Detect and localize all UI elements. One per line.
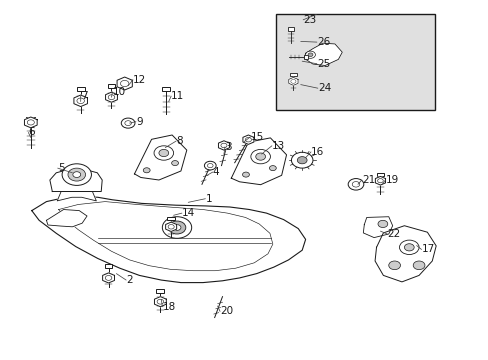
Polygon shape: [74, 95, 87, 107]
Polygon shape: [363, 217, 392, 238]
Text: 10: 10: [112, 87, 125, 97]
Polygon shape: [134, 135, 186, 180]
Circle shape: [68, 168, 85, 181]
Bar: [167, 217, 175, 220]
Text: 19: 19: [385, 175, 398, 185]
Circle shape: [62, 164, 91, 185]
Circle shape: [77, 98, 84, 104]
Bar: [77, 87, 84, 91]
Circle shape: [204, 161, 216, 170]
Bar: [107, 84, 115, 88]
Text: 26: 26: [316, 37, 329, 47]
Polygon shape: [32, 196, 305, 283]
Text: 16: 16: [310, 147, 324, 157]
Text: 8: 8: [176, 136, 183, 146]
Bar: [290, 73, 296, 76]
Text: 12: 12: [133, 75, 146, 85]
Circle shape: [73, 172, 81, 177]
Bar: [156, 289, 164, 293]
Circle shape: [124, 121, 131, 126]
Circle shape: [245, 138, 251, 142]
Circle shape: [297, 157, 306, 164]
Text: 15: 15: [250, 132, 263, 142]
Text: 23: 23: [303, 15, 316, 25]
Circle shape: [168, 221, 185, 234]
Circle shape: [290, 80, 295, 83]
Circle shape: [162, 217, 191, 238]
Circle shape: [250, 149, 270, 164]
Circle shape: [399, 240, 418, 255]
Circle shape: [168, 225, 174, 229]
Circle shape: [173, 225, 181, 230]
Bar: [376, 173, 383, 176]
Circle shape: [351, 181, 359, 187]
Bar: [104, 264, 112, 268]
Polygon shape: [46, 210, 87, 227]
Circle shape: [305, 51, 315, 58]
Text: 14: 14: [182, 208, 195, 218]
Polygon shape: [102, 273, 114, 283]
Circle shape: [154, 146, 173, 160]
Polygon shape: [375, 176, 385, 185]
Text: 13: 13: [271, 141, 285, 151]
Text: 2: 2: [126, 275, 133, 285]
Polygon shape: [117, 77, 132, 90]
Text: 5: 5: [58, 163, 64, 173]
Circle shape: [105, 275, 112, 280]
Text: 4: 4: [212, 167, 219, 177]
Circle shape: [404, 244, 413, 251]
Circle shape: [307, 53, 312, 57]
Text: 18: 18: [162, 302, 175, 312]
Bar: [287, 27, 294, 31]
Circle shape: [27, 120, 34, 125]
Circle shape: [108, 95, 115, 100]
Text: 9: 9: [136, 117, 142, 127]
Polygon shape: [374, 226, 435, 282]
Polygon shape: [24, 117, 37, 128]
Circle shape: [255, 153, 265, 160]
Polygon shape: [231, 138, 286, 185]
Polygon shape: [288, 77, 298, 85]
Circle shape: [377, 179, 383, 183]
Circle shape: [121, 118, 135, 128]
Text: 3: 3: [224, 142, 231, 152]
Circle shape: [269, 166, 276, 171]
Text: 11: 11: [171, 91, 184, 101]
Polygon shape: [57, 192, 96, 201]
Text: 21: 21: [361, 175, 374, 185]
Polygon shape: [154, 297, 166, 307]
Polygon shape: [218, 141, 229, 150]
Circle shape: [159, 149, 168, 157]
Polygon shape: [105, 92, 117, 102]
Text: 7: 7: [81, 91, 87, 101]
Text: 6: 6: [28, 127, 35, 138]
Circle shape: [412, 261, 424, 270]
Text: 24: 24: [317, 83, 330, 93]
Bar: [26, 117, 35, 121]
Circle shape: [207, 163, 213, 168]
Text: 22: 22: [386, 229, 400, 239]
Circle shape: [388, 261, 400, 270]
Circle shape: [291, 152, 312, 168]
Polygon shape: [50, 169, 102, 192]
Circle shape: [377, 220, 387, 228]
Text: 17: 17: [421, 244, 434, 255]
Bar: [303, 55, 307, 59]
Circle shape: [157, 299, 163, 304]
Circle shape: [347, 179, 363, 190]
Circle shape: [120, 80, 129, 87]
Text: 20: 20: [220, 306, 233, 316]
Text: 25: 25: [316, 59, 329, 69]
Polygon shape: [165, 222, 176, 231]
Bar: [276, 14, 434, 110]
Text: 1: 1: [205, 194, 212, 204]
Circle shape: [143, 168, 150, 173]
Circle shape: [171, 161, 178, 166]
Polygon shape: [304, 43, 342, 66]
Circle shape: [221, 143, 226, 148]
Circle shape: [242, 172, 249, 177]
Bar: [162, 87, 170, 91]
Polygon shape: [243, 135, 253, 144]
